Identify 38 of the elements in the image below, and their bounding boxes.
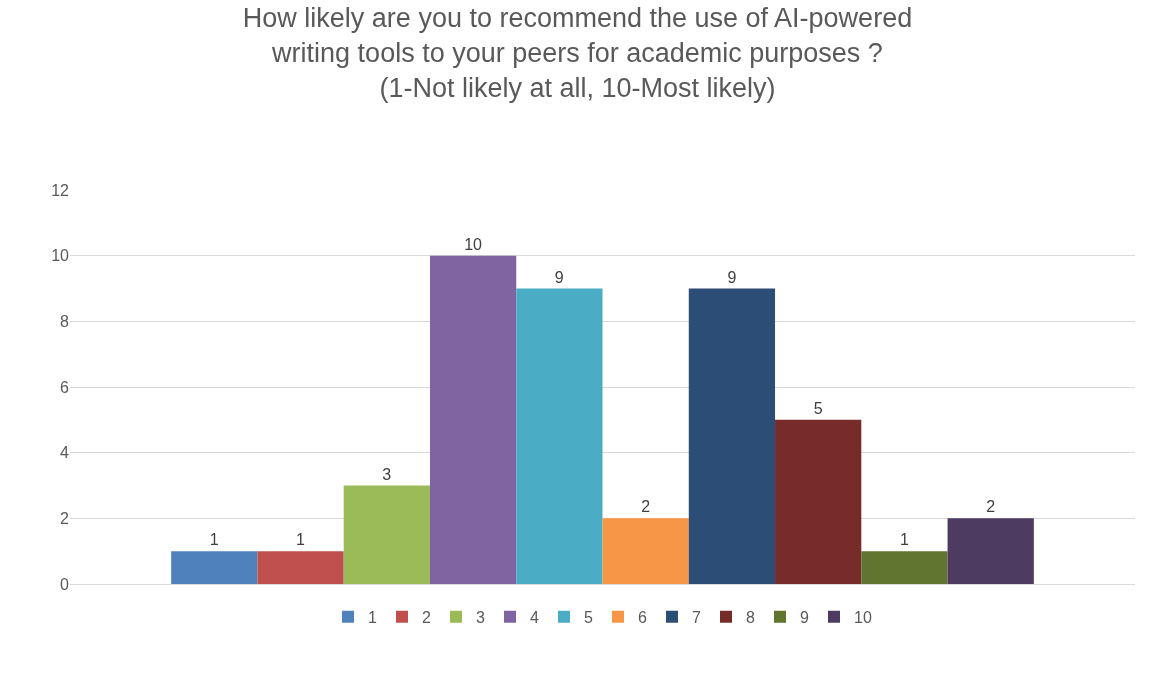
- legend-label: 6: [638, 608, 647, 626]
- data-label: 1: [209, 531, 219, 549]
- legend-label: 2: [422, 608, 431, 626]
- chart-title: How likely are you to recommend the use of AI-powered writing tools to your peers for academic purposes ? (1-Not likely at all, 10-Most likely): [242, 2, 913, 104]
- y-tick-label: 6: [60, 378, 70, 396]
- legend-label: 7: [692, 608, 701, 626]
- bar: [602, 518, 689, 584]
- bar: [429, 255, 517, 584]
- y-tick-label: 10: [51, 247, 70, 265]
- legend-label: 5: [584, 608, 593, 626]
- data-label: 2: [986, 498, 996, 516]
- legend-label: 10: [854, 608, 872, 626]
- legend-label: 4: [530, 608, 539, 626]
- bar: [171, 551, 258, 584]
- data-label: 1: [899, 531, 909, 549]
- data-label: 3: [382, 465, 392, 483]
- y-tick-label: 12: [51, 181, 70, 199]
- y-tick-label: 4: [60, 444, 70, 462]
- y-tick-label: 8: [60, 312, 70, 330]
- data-label: 9: [727, 268, 737, 286]
- data-label: 10: [464, 235, 483, 253]
- legend-label: 3: [476, 608, 485, 626]
- bar: [775, 419, 862, 584]
- bar: [516, 288, 603, 584]
- bar: [947, 518, 1034, 584]
- data-label: 5: [813, 399, 823, 417]
- data-label: 2: [641, 498, 651, 516]
- y-tick-label: 0: [60, 575, 70, 593]
- legend-label: 8: [746, 608, 755, 626]
- bar: [861, 551, 948, 584]
- legend-label: 9: [800, 608, 809, 626]
- y-tick-label: 2: [60, 509, 70, 527]
- bar: [257, 551, 344, 584]
- bar: [343, 485, 430, 584]
- legend-label: 1: [368, 608, 377, 626]
- data-label: 1: [296, 531, 306, 549]
- data-label: 9: [554, 268, 564, 286]
- bar: [688, 288, 776, 584]
